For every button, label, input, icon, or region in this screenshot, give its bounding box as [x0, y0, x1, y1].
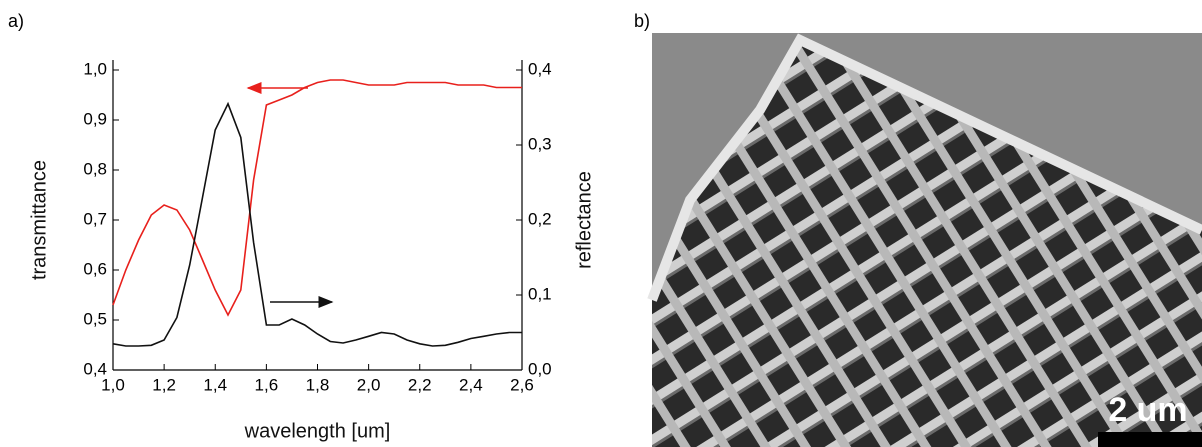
y2-tick-label: 0,4	[528, 59, 552, 78]
x-tick-label: 2,2	[408, 375, 432, 394]
panel-label: b)	[634, 11, 650, 31]
y2-axis-label: reflectance	[573, 171, 595, 269]
series-line	[112, 101, 522, 347]
sem-image: 2 um	[647, 33, 1202, 447]
y-tick-label: 0,9	[83, 109, 107, 128]
y-tick-label: 0,4	[83, 359, 107, 378]
x-tick-label: 1,0	[101, 375, 125, 394]
y2-tick-label: 0,0	[528, 359, 552, 378]
x-tick-label: 2,0	[357, 375, 381, 394]
y-axis-label: transmittance	[28, 160, 50, 280]
x-tick-label: 2,6	[510, 375, 534, 394]
y2-tick-label: 0,1	[528, 284, 552, 303]
y2-tick-label: 0,2	[528, 209, 552, 228]
x-tick-label: 1,6	[255, 375, 279, 394]
y2-tick-label: 0,3	[528, 134, 552, 153]
x-tick-label: 1,4	[203, 375, 227, 394]
y-tick-label: 0,7	[83, 209, 107, 228]
y-tick-label: 0,6	[83, 259, 107, 278]
y-tick-label: 0,5	[83, 309, 107, 328]
scale-bar-label: 2 um	[1108, 391, 1187, 429]
x-tick-label: 1,2	[152, 375, 176, 394]
series-line	[112, 79, 522, 317]
panel-label: a)	[8, 11, 24, 31]
y-tick-label: 1,0	[83, 59, 107, 78]
x-tick-label: 2,4	[459, 375, 483, 394]
x-axis-label: wavelength [um]	[244, 420, 391, 442]
x-tick-label: 1,8	[306, 375, 330, 394]
y-tick-label: 0,8	[83, 159, 107, 178]
